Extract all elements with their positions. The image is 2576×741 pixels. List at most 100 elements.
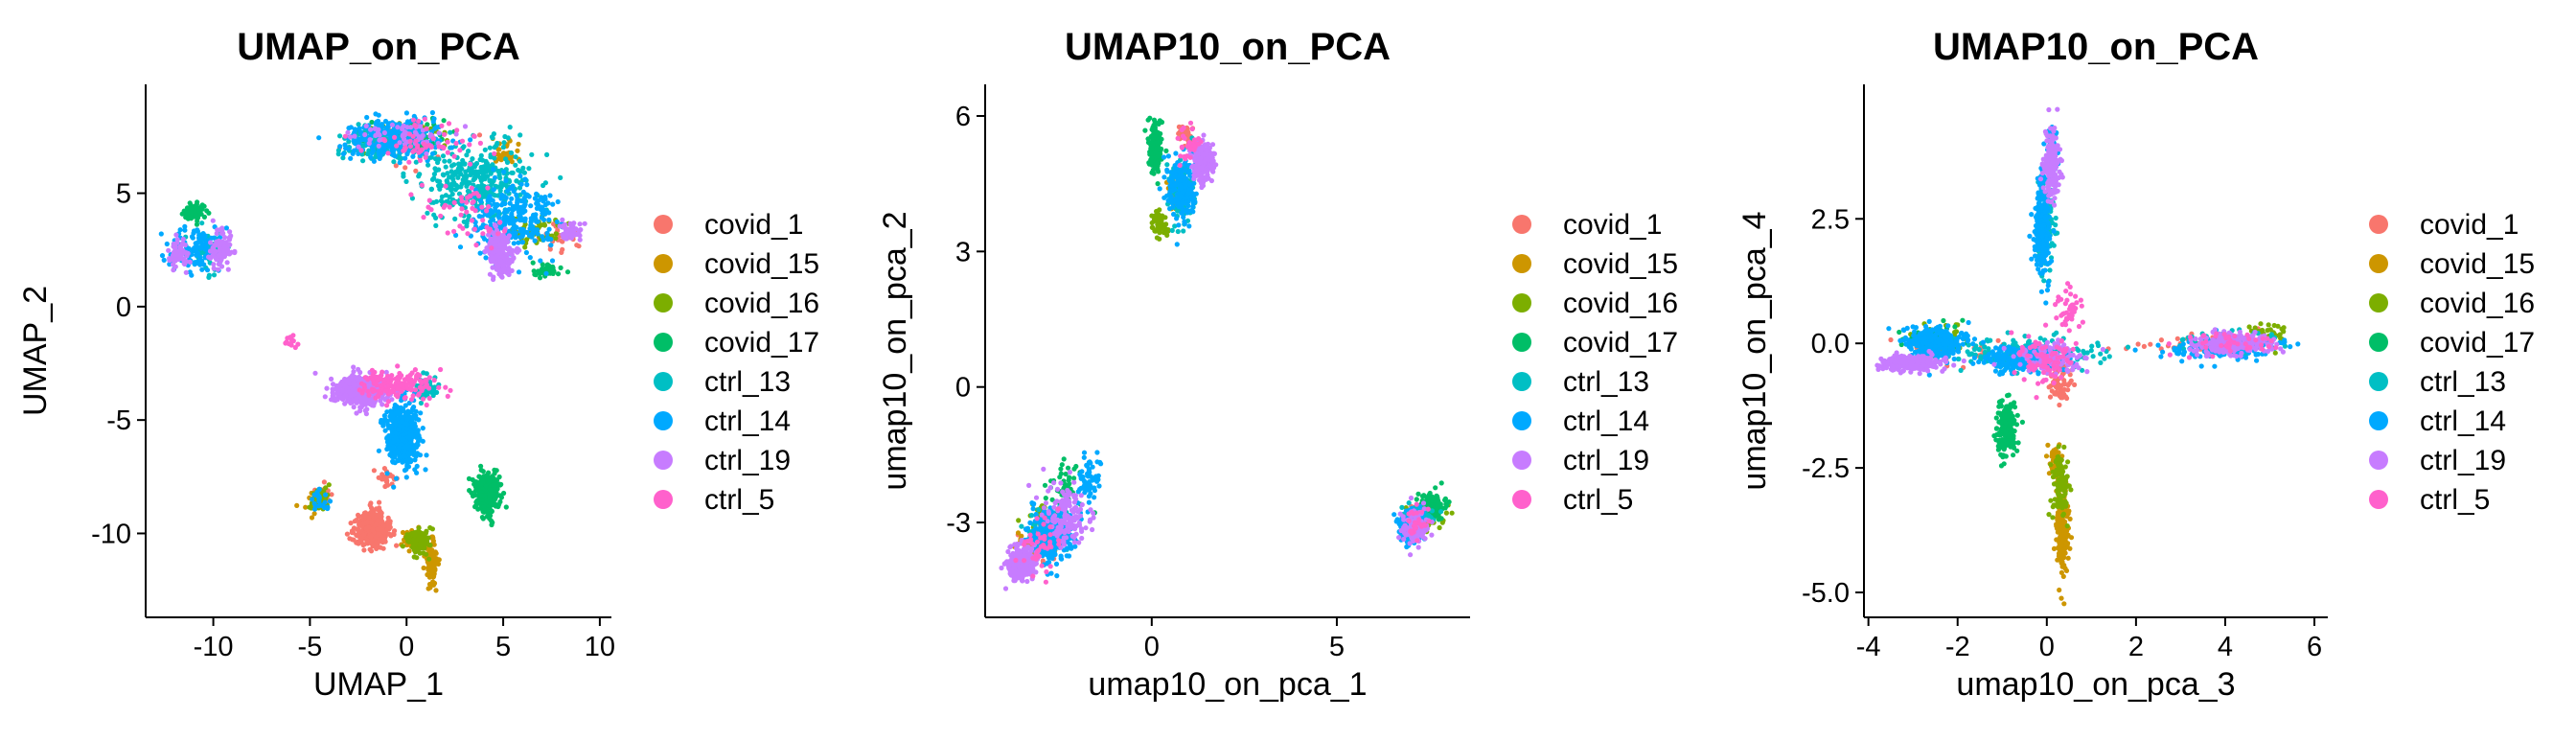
data-point [518,159,522,164]
data-point [568,235,573,240]
data-point [380,402,384,406]
data-point [518,174,522,178]
data-point [522,209,527,214]
data-point [467,142,472,147]
data-point [402,377,407,382]
data-point [531,261,536,266]
data-point [448,130,452,135]
data-point [212,266,217,270]
series-covid_17 [1043,116,1452,522]
data-point [354,397,358,402]
data-point [528,255,533,260]
data-point [529,152,534,157]
data-point [446,230,450,235]
data-point [526,166,531,171]
data-point [472,175,477,180]
data-point [576,243,581,248]
data-point [417,525,422,530]
data-point [211,219,216,223]
data-point [406,540,411,544]
data-point [402,468,407,473]
data-point [370,151,375,155]
data-point [437,130,442,135]
data-point [188,200,193,205]
data-point [479,183,484,188]
data-point [514,178,518,183]
data-point [411,393,416,398]
data-point [358,129,363,134]
data-point [488,146,493,151]
legend-label: covid_1 [704,209,803,241]
data-point [425,403,429,407]
data-point [425,122,429,127]
data-point [583,221,587,226]
data-point [1162,230,1166,235]
data-point [550,202,555,207]
data-point [479,494,484,498]
data-point [418,452,423,457]
data-point [215,231,219,236]
data-point [431,136,436,141]
data-point [409,443,414,448]
data-point [426,163,430,168]
data-point [529,235,534,240]
data-point [543,271,548,276]
data-point [212,272,217,277]
data-point [426,557,431,562]
data-point [368,500,373,505]
data-point [435,160,440,165]
data-point [380,124,384,128]
data-point [473,243,478,247]
data-point [427,198,432,203]
data-point [565,269,570,274]
data-point [432,562,437,567]
data-point [518,132,522,137]
data-point [364,115,369,120]
data-point [368,127,373,132]
data-point [334,391,339,396]
data-point [467,488,472,493]
data-point [505,160,510,165]
data-point [528,203,533,208]
data-point [411,538,416,543]
data-point [1157,207,1162,212]
data-point [497,220,502,225]
data-point [431,213,436,218]
data-point [428,207,433,212]
data-point [564,229,569,234]
data-point [442,132,447,137]
data-point [182,262,187,266]
data-point [460,139,465,144]
data-point [173,232,178,237]
data-point [294,503,299,508]
data-point [468,137,472,142]
data-point [464,210,469,215]
data-point [522,244,527,249]
data-point [506,262,511,266]
data-point [342,402,347,406]
data-point [368,547,373,552]
data-point [478,187,483,192]
data-point [1145,136,1150,141]
data-point [342,143,347,148]
data-point [196,236,201,241]
data-point [386,524,391,529]
data-point [577,233,582,238]
data-point [360,158,365,163]
data-point [382,530,387,535]
data-point [490,162,494,167]
data-point [405,412,410,417]
data-point [489,501,494,506]
data-point [329,397,334,402]
data-point [456,171,461,175]
data-point [485,174,490,179]
data-point [403,447,408,452]
data-point [497,243,502,248]
x-tick-label: -5 [298,632,323,662]
data-point [457,165,462,170]
data-point [1163,149,1168,153]
data-point [162,258,167,263]
data-point [205,267,210,272]
